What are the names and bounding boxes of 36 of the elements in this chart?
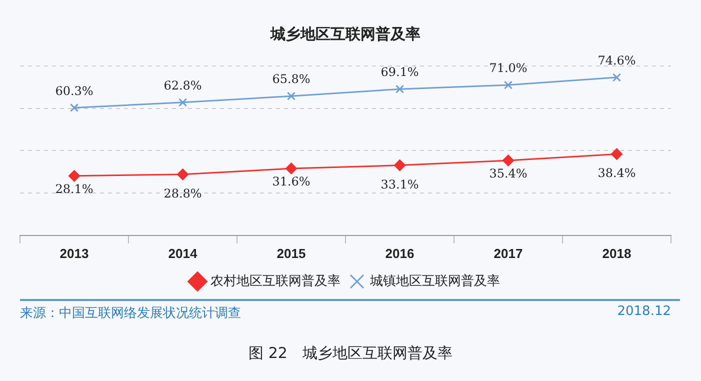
text: 2018.12: [617, 304, 671, 319]
data-label: 38.4%: [598, 166, 636, 180]
data-label: 62.8%: [164, 78, 202, 93]
data-label: 74.6%: [598, 54, 636, 68]
data-label: 60.3%: [55, 84, 94, 98]
point: [70, 103, 79, 112]
data-label: 35.4%: [489, 166, 528, 181]
data-label: 33.1%: [380, 177, 419, 192]
x-tick-label: 2014: [168, 246, 198, 261]
point: [68, 170, 80, 182]
chart-title: 城乡地区互联网普及率: [270, 24, 420, 43]
x-tick-label: 2015: [276, 246, 306, 261]
caption: 图 22 城乡地区互联网普及率: [248, 344, 454, 363]
data-label: 28.1%: [55, 182, 94, 196]
data-label: 31.6%: [272, 174, 310, 189]
x-tick-label: 2013: [60, 246, 89, 261]
point: [612, 73, 622, 82]
data-label: 71.0%: [489, 61, 528, 76]
point: [286, 162, 297, 174]
legend-label: 农村地区互联网普及率: [210, 273, 340, 288]
point: [502, 154, 514, 166]
point: [177, 168, 188, 180]
point: [286, 92, 296, 100]
data-label: 69.1%: [380, 65, 419, 80]
data-label: 65.8%: [272, 72, 310, 86]
data-label: 28.8%: [164, 186, 202, 201]
point: [611, 148, 622, 160]
x-tick-label: 2018: [602, 246, 632, 261]
point: [394, 160, 406, 172]
point: [178, 98, 188, 107]
point: [395, 84, 404, 94]
legend-label: 城镇地区互联网普及率: [369, 273, 500, 288]
point: [504, 80, 513, 90]
x-tick-label: 2017: [494, 246, 523, 261]
x-tick-label: 2016: [385, 246, 414, 261]
source-note: 来源：中国互联网络发展状况统计调查: [20, 305, 241, 322]
